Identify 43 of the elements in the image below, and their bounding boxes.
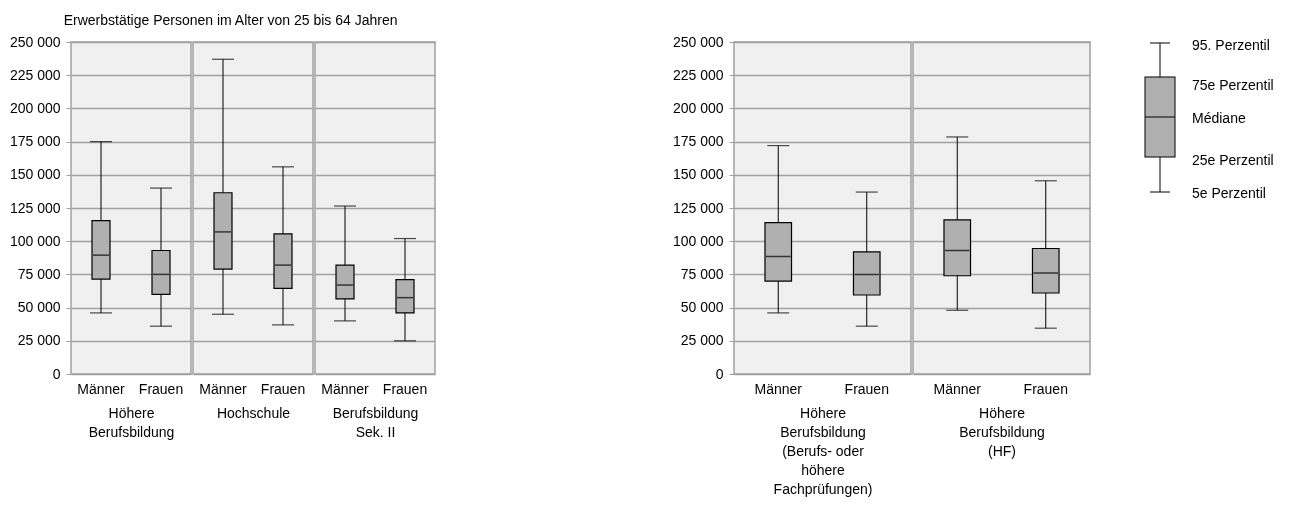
x-tick-label: Frauen — [138, 380, 184, 397]
x-axis-title: Höhere Berufsbildung — [88, 404, 175, 440]
y-tick-label: 0 — [715, 365, 724, 382]
y-tick-label: 50 000 — [680, 299, 724, 316]
x-tick-label: Männer — [321, 380, 370, 397]
x-axis-title: Höhere Berufsbildung (HF) — [959, 404, 1045, 459]
x-tick-label: Männer — [199, 380, 248, 397]
y-tick-label: 125 000 — [672, 199, 724, 216]
y-tick-label: 100 000 — [672, 232, 724, 249]
text: 75e Perzentil — [1192, 77, 1274, 93]
y-tick-label: 150 000 — [9, 166, 61, 183]
y-tick-label: 250 000 — [9, 33, 61, 50]
y-tick-label: 250 000 — [672, 33, 724, 50]
x-tick-label: Frauen — [1023, 380, 1068, 397]
x-axis-title: Höhere Berufsbildung (Berufs- oder höhere Fachprüfungen) — [773, 404, 873, 497]
y-tick-label: 175 000 — [9, 133, 61, 150]
x-tick-label: Frauen — [260, 380, 306, 397]
y-tick-label: 0 — [52, 365, 61, 382]
y-tick-label: 50 000 — [17, 299, 61, 316]
y-tick-label: 225 000 — [9, 66, 61, 83]
x-axis-title: Berufsbildung Sek. II — [332, 404, 419, 440]
x-tick-label: Frauen — [382, 380, 428, 397]
y-tick-label: 150 000 — [672, 166, 724, 183]
y-tick-label: 125 000 — [9, 199, 61, 216]
y-tick-label: 175 000 — [672, 133, 724, 150]
y-tick-label: 25 000 — [17, 332, 61, 349]
x-axis-title: Hochschule — [216, 404, 291, 421]
x-tick-label: Männer — [77, 380, 126, 397]
y-tick-label: 200 000 — [672, 99, 724, 116]
y-tick-label: 200 000 — [9, 99, 61, 116]
text: 5e Perzentil — [1192, 185, 1266, 201]
y-tick-label: 100 000 — [9, 232, 61, 249]
x-tick-label: Frauen — [844, 380, 889, 397]
y-tick-label: 25 000 — [680, 332, 724, 349]
text: Erwerbstätige Personen im Alter von 25 bis 64 Jahren — [63, 12, 398, 29]
y-tick-label: 75 000 — [680, 265, 724, 282]
x-tick-label: Männer — [933, 380, 982, 397]
text: 95. Perzentil — [1192, 37, 1270, 53]
text: Médiane — [1192, 110, 1246, 126]
y-tick-label: 75 000 — [17, 265, 61, 282]
text: 25e Perzentil — [1192, 152, 1274, 168]
y-tick-label: 225 000 — [672, 66, 724, 83]
x-tick-label: Männer — [754, 380, 803, 397]
